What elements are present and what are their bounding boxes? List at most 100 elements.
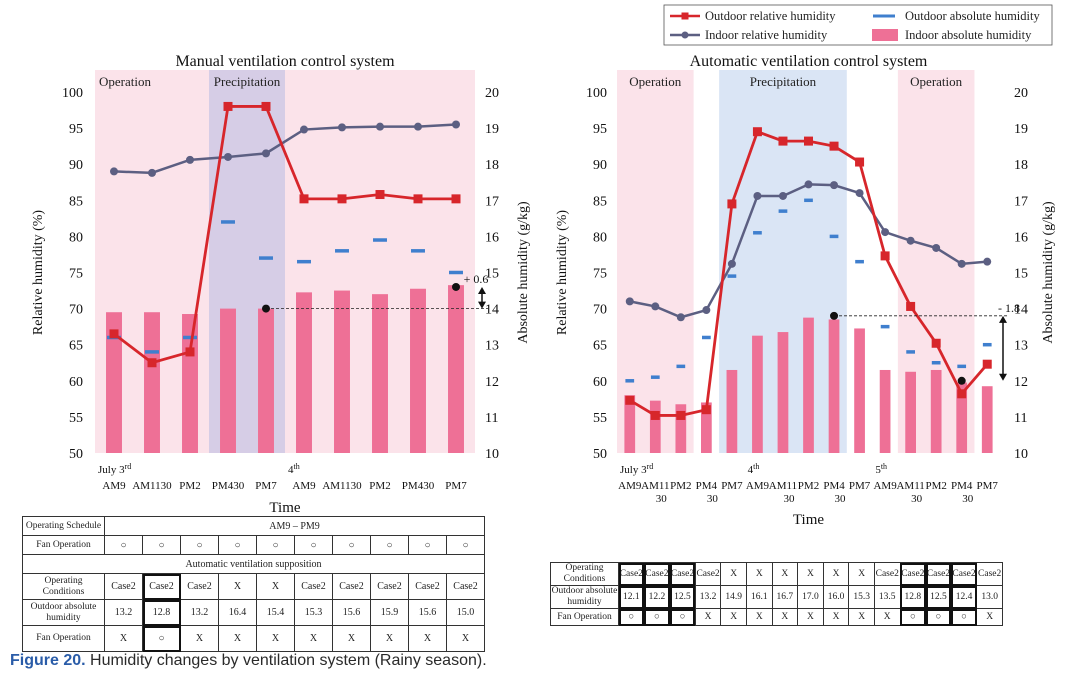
point-indoor-relative bbox=[855, 189, 864, 198]
bar-indoor-absolute bbox=[956, 382, 968, 453]
bar-indoor-absolute bbox=[854, 328, 865, 453]
x-tick-label: AM11 bbox=[769, 480, 797, 492]
table-span-cell: AM9 – PM9 bbox=[103, 516, 486, 536]
table-row-header: Fan Operation bbox=[550, 608, 619, 626]
legend-label: Outdoor absolute humidity bbox=[905, 9, 1040, 23]
table-cell: X bbox=[445, 625, 486, 652]
point-indoor-relative bbox=[906, 236, 915, 245]
y2-tick-label: 14 bbox=[1014, 303, 1028, 318]
point-outdoor-relative bbox=[804, 136, 813, 146]
bar-indoor-absolute bbox=[752, 335, 763, 453]
y2-tick-label: 16 bbox=[485, 230, 499, 245]
table-cell: X bbox=[370, 625, 409, 652]
y2-tick-label: 15 bbox=[1014, 267, 1028, 282]
point-outdoor-relative bbox=[931, 338, 941, 348]
y2-tick-label: 11 bbox=[1014, 411, 1027, 426]
automatic-chart: Operation Precipitation Operation Automatic… bbox=[555, 53, 1056, 528]
table-cell: 13.5 bbox=[873, 585, 901, 609]
table-row: Operating Conditions Case2 Case2 Case2 X X Cas… bbox=[22, 573, 486, 600]
table-row: Outdoor absolute humidity 13.2 12.8 13.2 16.… bbox=[22, 599, 486, 626]
table-cell: 15.6 bbox=[332, 599, 371, 626]
bar-indoor-absolute bbox=[182, 314, 198, 453]
y-tick-label: 70 bbox=[593, 303, 607, 318]
y-tick-label: 60 bbox=[69, 375, 83, 390]
point-indoor-relative bbox=[338, 123, 346, 132]
manual-chart: Operation Precipitation Manual ventilation… bbox=[31, 53, 531, 516]
y-tick-label: 65 bbox=[593, 339, 607, 354]
x-tick-label: PM430 bbox=[402, 480, 435, 492]
table-cell: ○ bbox=[925, 608, 952, 626]
x-tick-label: PM7 bbox=[977, 480, 999, 492]
table-cell: ○ bbox=[669, 608, 696, 626]
y2-tick-label: 14 bbox=[485, 303, 499, 318]
point-outdoor-relative bbox=[727, 199, 737, 209]
bar-indoor-absolute bbox=[372, 294, 388, 453]
table-cell: X bbox=[332, 625, 371, 652]
table-cell: Case2 bbox=[104, 573, 143, 600]
x-tick-label: PM4 bbox=[696, 480, 718, 492]
bar-indoor-absolute bbox=[777, 332, 789, 453]
bar-indoor-absolute bbox=[701, 402, 712, 453]
y-tick-label: 95 bbox=[69, 122, 83, 137]
bar-indoor-absolute bbox=[448, 285, 464, 453]
table-cell: Case2 bbox=[332, 573, 371, 600]
table-cell: 12.8 bbox=[142, 599, 181, 626]
point-outdoor-relative bbox=[413, 194, 423, 204]
point-indoor-relative bbox=[110, 167, 118, 176]
y-tick-label: 90 bbox=[593, 158, 607, 173]
annotation-start-dot bbox=[262, 304, 270, 313]
point-indoor-relative bbox=[830, 181, 839, 190]
table-row: Fan Operation X ○ X X X X X X X X bbox=[22, 625, 486, 652]
y2-tick-label: 19 bbox=[485, 122, 499, 137]
table-cell: X bbox=[104, 625, 143, 652]
point-outdoor-relative bbox=[906, 301, 916, 311]
table-cell: ○ bbox=[256, 535, 295, 555]
legend: Outdoor relative humidity Outdoor absolut… bbox=[663, 4, 1053, 46]
legend-marker bbox=[681, 12, 689, 20]
y-tick-label: 50 bbox=[69, 447, 83, 462]
bar-indoor-absolute bbox=[220, 308, 236, 453]
y2-tick-label: 16 bbox=[1014, 230, 1028, 245]
manual-control-table: Operating Schedule AM9 – PM9 Fan Operation… bbox=[21, 516, 486, 652]
point-indoor-relative bbox=[804, 180, 813, 189]
point-outdoor-relative bbox=[752, 127, 762, 137]
bar-indoor-absolute bbox=[410, 288, 426, 453]
table-row: Operating Schedule AM9 – PM9 bbox=[22, 516, 486, 536]
point-outdoor-relative bbox=[880, 251, 890, 261]
table-cell: X bbox=[745, 608, 773, 626]
point-outdoor-relative bbox=[855, 157, 865, 167]
table-cell: 13.0 bbox=[976, 585, 1003, 609]
line-indoor-relative bbox=[113, 123, 457, 175]
table-row: Outdoor absolute humidity 12.1 12.2 12.5 13.… bbox=[550, 585, 1003, 609]
x-tick-label: PM7 bbox=[721, 480, 743, 492]
chart-title: Manual ventilation control system bbox=[175, 53, 395, 70]
table-cell: 15.9 bbox=[370, 599, 409, 626]
table-cell: 16.0 bbox=[822, 585, 850, 609]
point-outdoor-relative bbox=[829, 141, 839, 151]
x-tick-label-sub: 30 bbox=[962, 493, 974, 505]
table-cell: ○ bbox=[618, 608, 645, 626]
point-outdoor-relative bbox=[957, 389, 967, 399]
point-outdoor-relative bbox=[261, 101, 271, 111]
x-tick-label-sub: 30 bbox=[783, 493, 795, 505]
point-indoor-relative bbox=[148, 168, 156, 177]
y2-tick-label: 20 bbox=[1014, 86, 1028, 101]
table-cell: Case2 bbox=[643, 562, 671, 586]
x-tick-label: AM9 bbox=[102, 480, 126, 492]
table-cell: ○ bbox=[950, 608, 978, 626]
point-indoor-relative bbox=[262, 149, 270, 158]
x-tick-label: AM9 bbox=[618, 480, 642, 492]
table-cell: X bbox=[720, 562, 747, 586]
point-indoor-relative bbox=[676, 313, 685, 322]
chart-title: Automatic ventilation control system bbox=[690, 53, 928, 70]
table-cell: X bbox=[873, 608, 901, 626]
x-tick-label: PM430 bbox=[212, 480, 245, 492]
table-cell: X bbox=[976, 608, 1003, 626]
point-outdoor-relative bbox=[701, 405, 711, 415]
table-row-header: Operating Conditions bbox=[22, 573, 105, 600]
x-tick-label: PM2 bbox=[925, 480, 946, 492]
table-row: Automatic ventilation supposition bbox=[21, 554, 486, 574]
band-label: Precipitation bbox=[214, 74, 281, 89]
y-tick-label: 85 bbox=[593, 194, 607, 209]
bar-indoor-absolute bbox=[649, 400, 661, 453]
